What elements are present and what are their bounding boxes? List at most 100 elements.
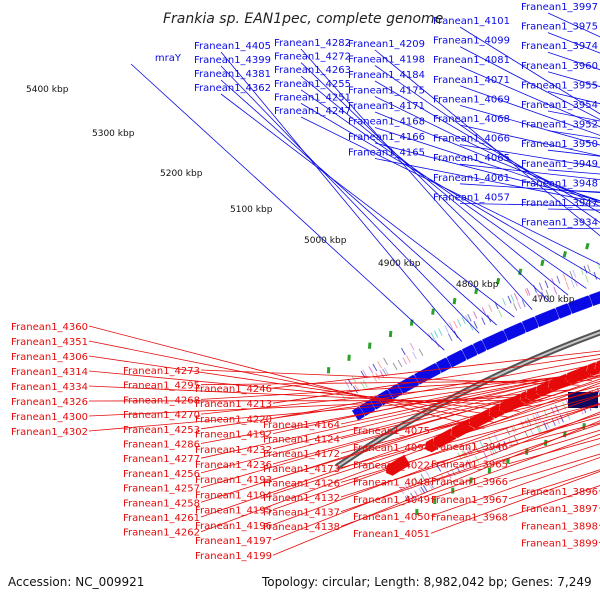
feature-tick bbox=[430, 332, 435, 340]
feature-tick bbox=[425, 470, 431, 479]
kbp-label: 4700 kbp bbox=[532, 295, 575, 305]
feature-tick bbox=[362, 379, 368, 388]
forward-gene-label: Franean1_4061 bbox=[433, 173, 510, 184]
reverse-gene-label: Franean1_4193 bbox=[195, 475, 272, 486]
feature-tick bbox=[545, 289, 550, 298]
feature-tick bbox=[481, 317, 486, 326]
forward-leader-line bbox=[459, 183, 600, 193]
reverse-leader-line bbox=[340, 394, 600, 469]
forward-leader-line bbox=[459, 124, 600, 157]
gc-mark bbox=[525, 448, 529, 455]
gc-mark bbox=[474, 287, 479, 295]
forward-gene-label: Franean1_4263 bbox=[274, 65, 351, 76]
feature-tick bbox=[566, 412, 571, 420]
forward-leader-line bbox=[220, 79, 497, 326]
forward-leader-line bbox=[374, 49, 600, 237]
reverse-leader-line bbox=[88, 325, 485, 429]
kbp-label: 5300 kbp bbox=[92, 129, 135, 139]
forward-gene-label: Franean1_3960 bbox=[521, 61, 598, 72]
reverse-gene-label: Franean1_4213 bbox=[195, 399, 272, 410]
forward-gene-label: Franean1_4165 bbox=[348, 148, 425, 159]
reverse-gene-label: Franean1_3898 bbox=[521, 521, 598, 532]
reverse-gene-label: Franean1_4194 bbox=[195, 490, 272, 501]
feature-tick bbox=[456, 318, 462, 327]
forward-gene-label: Franean1_3948 bbox=[521, 178, 598, 189]
feature-tick bbox=[399, 486, 405, 494]
reverse-leader-line bbox=[340, 423, 600, 512]
forward-gene-label: Franean1_4175 bbox=[348, 86, 425, 97]
reverse-gene-label: Franean1_4262 bbox=[123, 528, 200, 539]
forward-leader-line bbox=[300, 103, 600, 280]
forward-gene-label: Franean1_3954 bbox=[521, 100, 598, 111]
feature-tick bbox=[383, 367, 389, 375]
gc-mark bbox=[431, 308, 435, 315]
forward-gene-label: Franean1_4171 bbox=[348, 101, 425, 112]
reverse-leader-line bbox=[340, 413, 600, 498]
feature-tick bbox=[429, 481, 435, 489]
forward-gene-label: Franean1_4184 bbox=[348, 70, 425, 81]
reverse-gene-label: Franean1_4137 bbox=[263, 508, 340, 519]
forward-gene-label: Franean1_3952 bbox=[521, 120, 598, 131]
feature-tick bbox=[422, 484, 428, 493]
reverse-gene-label: Franean1_4049 bbox=[353, 495, 430, 506]
reverse-leader-line bbox=[340, 403, 600, 483]
feature-tick bbox=[551, 277, 555, 286]
genome-summary: Topology: circular; Length: 8,982,042 bp… bbox=[261, 575, 592, 589]
reverse-leader-line bbox=[430, 390, 600, 431]
reverse-leader-line bbox=[430, 429, 600, 482]
feature-tick bbox=[368, 366, 374, 374]
forward-leader-line bbox=[300, 75, 569, 296]
feature-tick bbox=[402, 357, 408, 365]
reverse-gene-label: Franean1_3897 bbox=[521, 504, 598, 515]
feature-tick bbox=[461, 316, 466, 325]
feature-tick bbox=[406, 495, 412, 503]
feature-tick bbox=[392, 362, 398, 371]
forward-leader-line bbox=[459, 65, 600, 128]
feature-tick bbox=[397, 359, 403, 368]
feature-tick bbox=[344, 380, 350, 388]
reverse-gene-label: Franean1_3968 bbox=[431, 512, 508, 523]
reverse-gene-label: Franean1_4326 bbox=[11, 397, 88, 408]
reverse-leader-line bbox=[200, 370, 600, 474]
forward-gene-label: Franean1_4099 bbox=[433, 36, 510, 47]
forward-leader-line bbox=[374, 142, 600, 202]
reverse-leader-line bbox=[200, 370, 600, 430]
gc-mark bbox=[452, 297, 457, 305]
forward-gene-label: Franean1_4101 bbox=[433, 16, 510, 27]
feature-tick bbox=[473, 321, 478, 329]
forward-gene-label: Franean1_4198 bbox=[348, 55, 425, 66]
feature-tick bbox=[351, 376, 357, 384]
reverse-leader-line bbox=[200, 369, 600, 444]
feature-tick bbox=[562, 273, 567, 282]
feature-tick bbox=[596, 261, 600, 269]
reverse-leader-line bbox=[272, 395, 600, 510]
forward-leader-line bbox=[374, 96, 600, 207]
feature-tick bbox=[404, 483, 410, 491]
reverse-leader-line bbox=[272, 403, 600, 526]
reverse-leader-line bbox=[272, 368, 600, 450]
reverse-gene-label: Franean1_4022 bbox=[353, 460, 430, 471]
reverse-leader-line bbox=[88, 400, 544, 402]
reverse-leader-line bbox=[88, 340, 497, 424]
reverse-gene-label: Franean1_4192 bbox=[195, 430, 272, 441]
reverse-gene-label: Franean1_4164 bbox=[263, 420, 340, 431]
feature-tick bbox=[551, 418, 556, 427]
feature-tick bbox=[418, 348, 424, 356]
feature-tick bbox=[505, 427, 511, 436]
reverse-gene-label: Franean1_4051 bbox=[353, 529, 430, 540]
forward-leader-line bbox=[459, 203, 600, 207]
forward-gene-label: Franean1_4166 bbox=[348, 132, 425, 143]
reverse-leader-line bbox=[88, 370, 520, 412]
forward-leader-line bbox=[220, 93, 515, 318]
reverse-gene-label: Franean1_4199 bbox=[195, 551, 272, 562]
forward-gene-label: Franean1_4168 bbox=[348, 117, 425, 128]
feature-tick bbox=[412, 351, 417, 360]
forward-gene-label: Franean1_4272 bbox=[274, 52, 351, 63]
reverse-gene-label: Franean1_4334 bbox=[11, 382, 88, 393]
kbp-label: 5200 kbp bbox=[160, 169, 203, 179]
reverse-gene-label: Franean1_4273 bbox=[123, 366, 200, 377]
forward-leader-line bbox=[220, 51, 462, 342]
reverse-leader-line bbox=[272, 387, 600, 495]
reverse-leader-line bbox=[272, 420, 600, 556]
reverse-gene-label: Franean1_4050 bbox=[353, 512, 430, 523]
